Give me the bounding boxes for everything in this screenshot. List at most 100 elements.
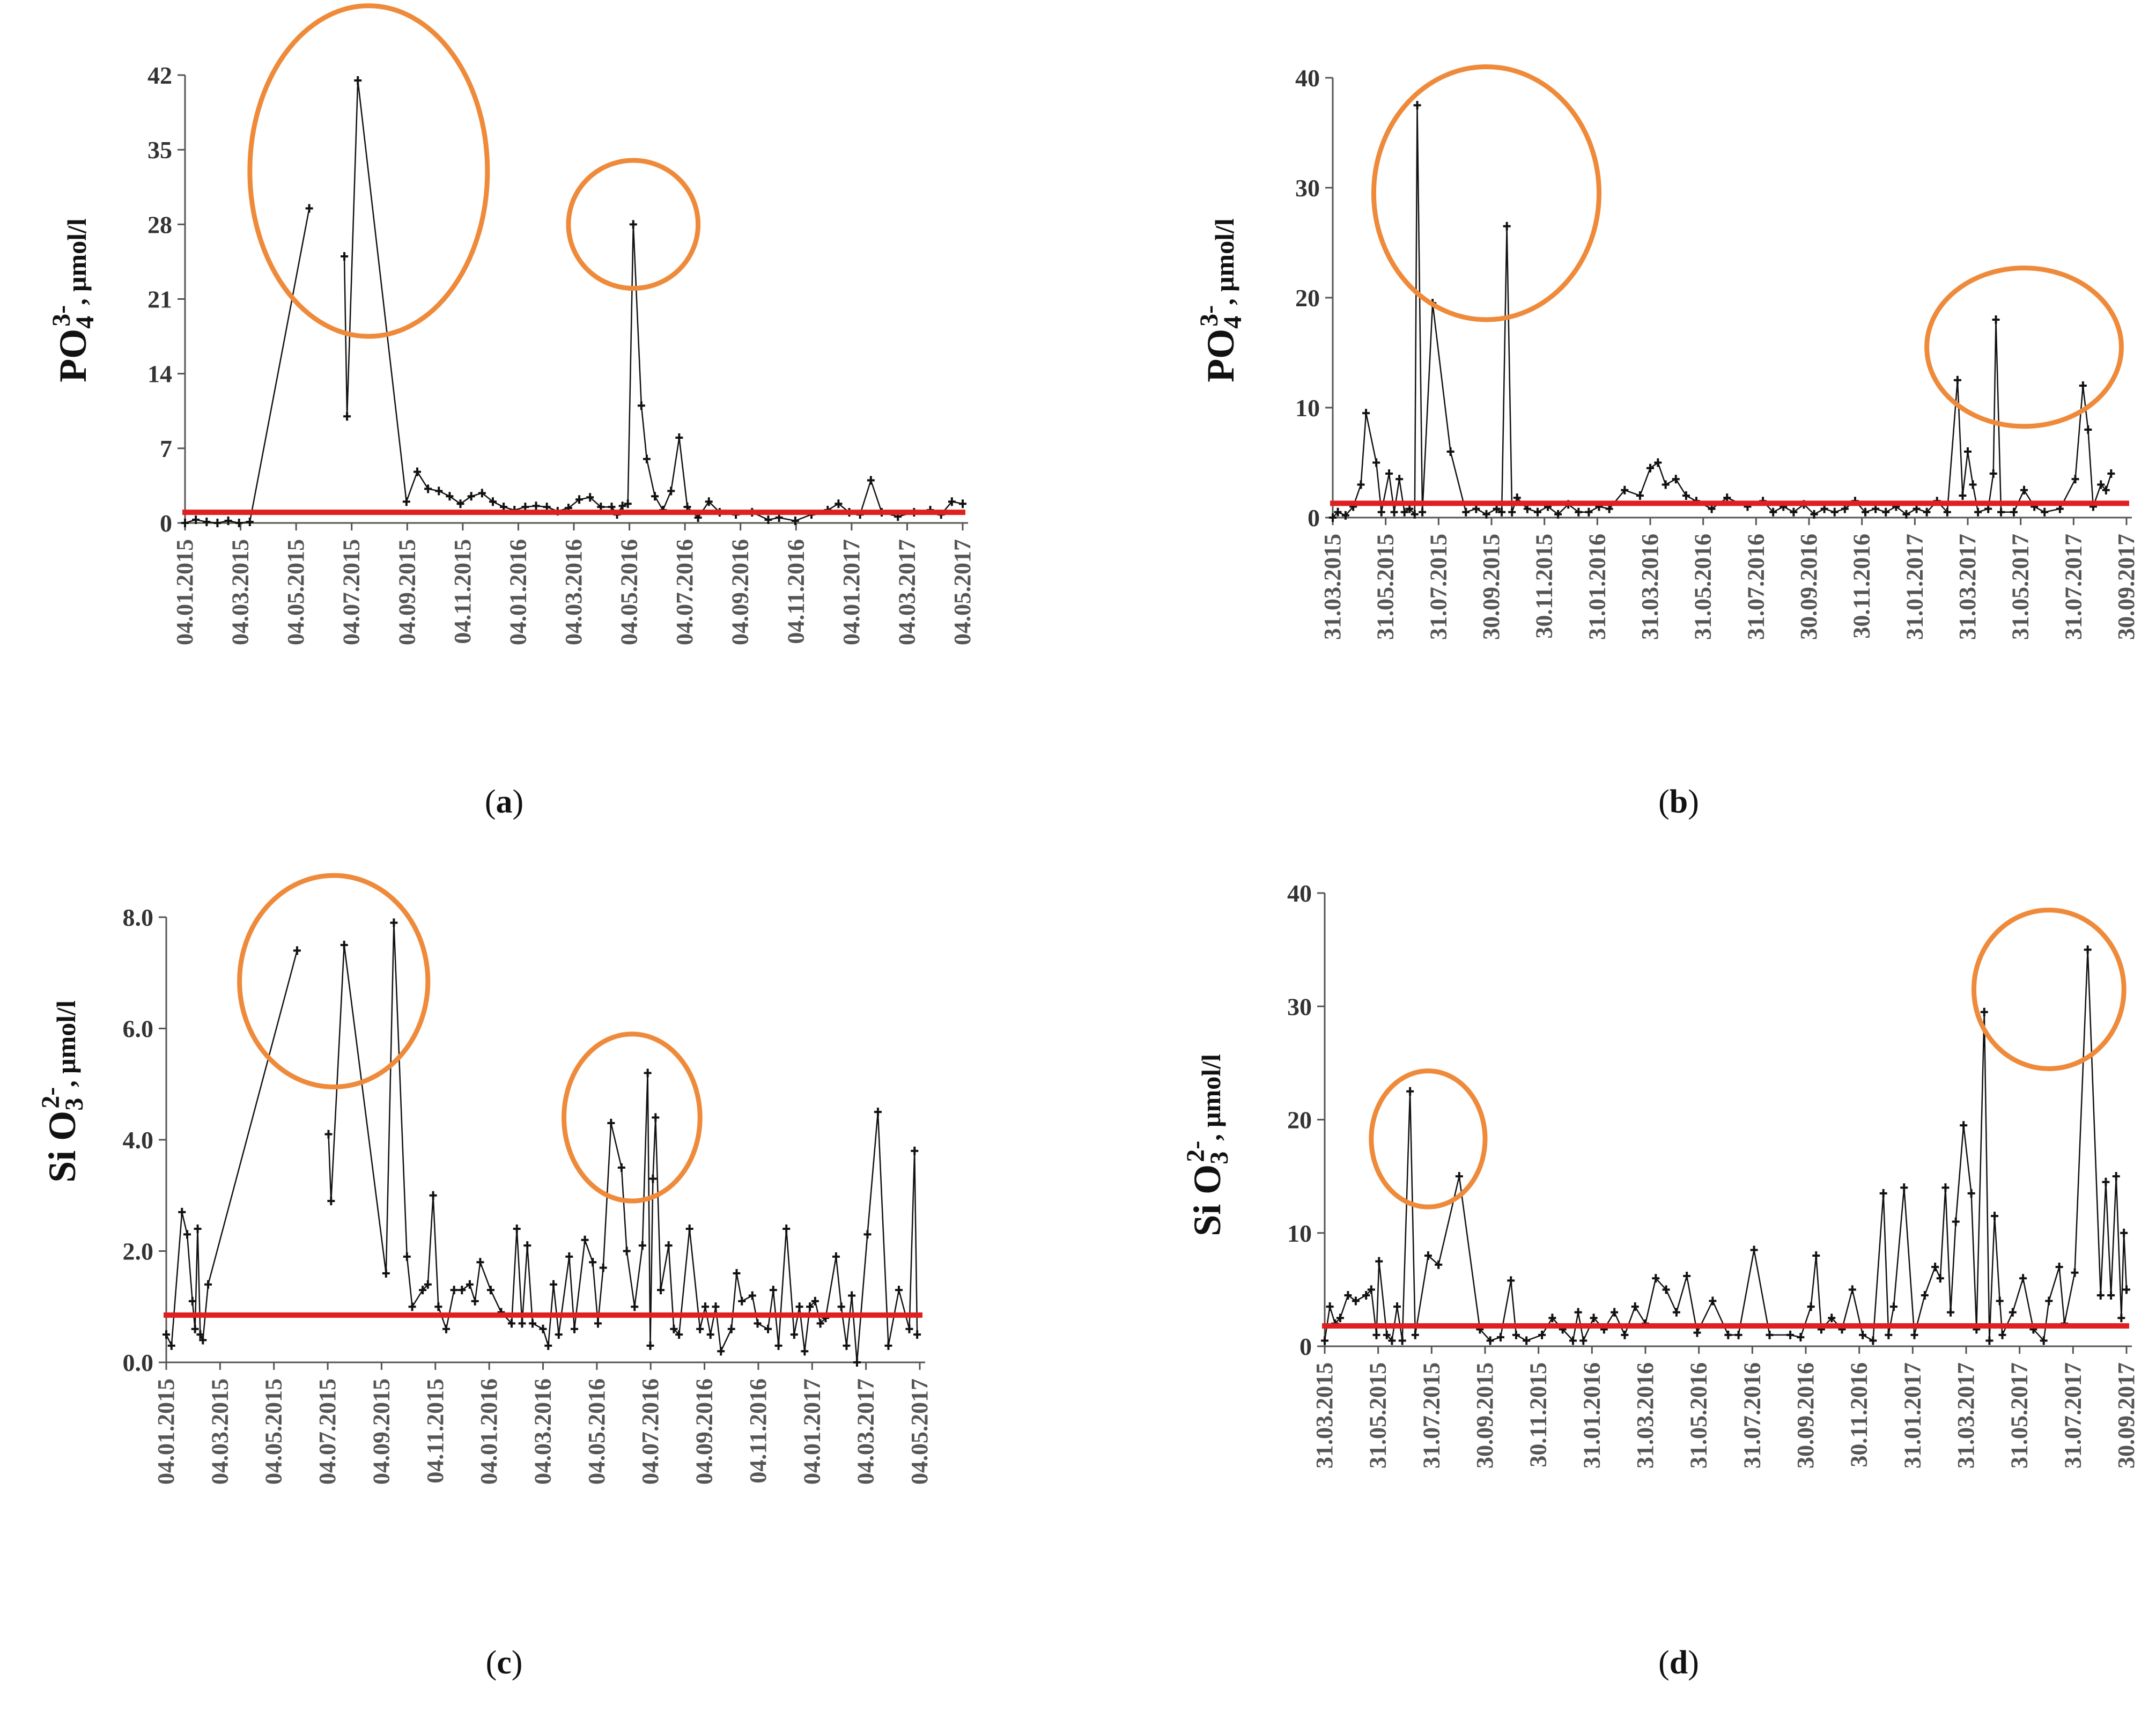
x-tick-label: 04.07.2016 — [671, 539, 698, 645]
data-point — [2107, 1290, 2115, 1300]
x-tick-label: 31.03.2015 — [1319, 534, 1346, 640]
data-point — [769, 1286, 777, 1295]
y-tick-label: 30 — [1295, 174, 1320, 202]
data-point — [1341, 511, 1349, 520]
data-point — [589, 1258, 597, 1267]
data-point — [774, 1341, 782, 1350]
data-point — [1662, 480, 1670, 489]
x-tick-label: 04.03.2015 — [227, 539, 254, 645]
highlight-ellipse — [237, 873, 431, 1089]
y-tick-label: 0 — [160, 510, 172, 537]
data-point — [1508, 507, 1516, 517]
data-point — [643, 454, 651, 463]
data-point — [1652, 1274, 1660, 1283]
data-point — [163, 1330, 170, 1339]
y-label-subscript: 3 — [60, 1098, 88, 1111]
x-tick-label: 04.01.2015 — [172, 539, 198, 645]
data-point — [1383, 1330, 1391, 1339]
x-tick-label: 30.09.2017 — [2113, 1362, 2139, 1469]
x-tick-label: 31.07.2017 — [2060, 534, 2086, 640]
data-point — [354, 76, 362, 85]
data-point — [486, 1286, 494, 1295]
data-point — [478, 489, 486, 498]
data-point — [1998, 1330, 2006, 1339]
data-point — [1396, 475, 1404, 484]
data-point — [178, 1207, 186, 1216]
data-point — [1952, 1217, 1960, 1226]
data-point — [1621, 485, 1629, 495]
data-point — [513, 1225, 521, 1233]
data-point — [1807, 1302, 1815, 1311]
data-point — [1321, 1336, 1328, 1345]
data-point — [1329, 513, 1337, 522]
y-label-superscript: 2- — [1182, 1141, 1210, 1162]
data-point — [1411, 510, 1419, 519]
x-tick-label: 04.09.2015 — [368, 1378, 394, 1485]
data-point — [446, 492, 454, 501]
data-point — [450, 1286, 458, 1295]
data-point — [429, 1191, 437, 1200]
data-point — [1889, 1302, 1897, 1311]
data-point — [458, 1286, 466, 1295]
x-tick-label: 31.03.2017 — [1954, 534, 1981, 640]
x-tick-label: 04.09.2016 — [691, 1378, 718, 1485]
y-tick-label: 2.0 — [123, 1238, 154, 1265]
data-point — [2041, 507, 2049, 517]
data-point — [617, 1163, 625, 1172]
data-point — [2055, 1263, 2063, 1272]
data-point — [629, 220, 637, 229]
data-point — [408, 1302, 416, 1311]
data-point — [343, 412, 351, 421]
caption-b: (b) — [1658, 784, 1699, 820]
y-tick-label: 4.0 — [123, 1126, 154, 1154]
chart-panel-a: 0 7 14 21 28 35 42 04.01.2015 04.03.2015 04.05.20… — [0, 0, 1078, 856]
x-tick-label: 04.05.2015 — [283, 539, 309, 645]
data-point — [2123, 1285, 2130, 1294]
data-point — [782, 1225, 791, 1233]
data-point — [424, 484, 432, 493]
data-point — [1750, 1245, 1758, 1255]
data-point — [1326, 1302, 1334, 1311]
data-point — [675, 433, 683, 442]
x-tick-label: 04.01.2017 — [799, 1378, 825, 1485]
data-point — [1393, 1302, 1401, 1311]
y-tick-label: 20 — [1287, 1107, 1312, 1134]
data-point — [727, 1324, 735, 1333]
y-tick-label: 35 — [147, 136, 172, 164]
data-point — [863, 1230, 872, 1239]
data-point — [382, 1269, 390, 1278]
data-point — [1790, 507, 1798, 517]
data-point — [696, 1324, 704, 1333]
data-point — [476, 1258, 484, 1267]
data-point — [571, 1324, 579, 1333]
y-tick-label: 0.0 — [123, 1349, 154, 1376]
data-point — [1413, 101, 1421, 110]
series-line — [1324, 949, 2128, 1341]
y-label-unit: , μmol/l — [51, 1000, 81, 1087]
series-line — [343, 79, 963, 522]
data-point — [1828, 1314, 1836, 1323]
data-point — [1362, 1290, 1370, 1300]
data-point — [1372, 458, 1380, 467]
data-point — [2097, 480, 2105, 489]
data-point — [1411, 1330, 1419, 1339]
highlight-ellipse — [247, 3, 490, 339]
data-point — [801, 1347, 809, 1356]
data-point — [1352, 1296, 1360, 1306]
data-point — [224, 517, 232, 526]
data-point — [523, 1241, 531, 1250]
x-tick-label: 04.03.2016 — [560, 539, 587, 645]
x-tick-label: 30.11.2015 — [1531, 534, 1557, 639]
data-point — [1812, 1251, 1820, 1260]
x-tick-label: 30.09.2016 — [1796, 534, 1822, 640]
data-point — [471, 1296, 479, 1306]
y-tick-label: 8.0 — [123, 904, 154, 931]
series-line — [165, 950, 298, 1347]
data-point — [816, 1319, 824, 1328]
x-tick-label: 04.03.2016 — [530, 1378, 556, 1485]
data-point — [1672, 1308, 1680, 1317]
data-point — [581, 1235, 589, 1244]
data-point — [959, 499, 966, 508]
x-tick-label: 31.05.2016 — [1690, 534, 1716, 640]
data-point — [748, 1291, 756, 1300]
